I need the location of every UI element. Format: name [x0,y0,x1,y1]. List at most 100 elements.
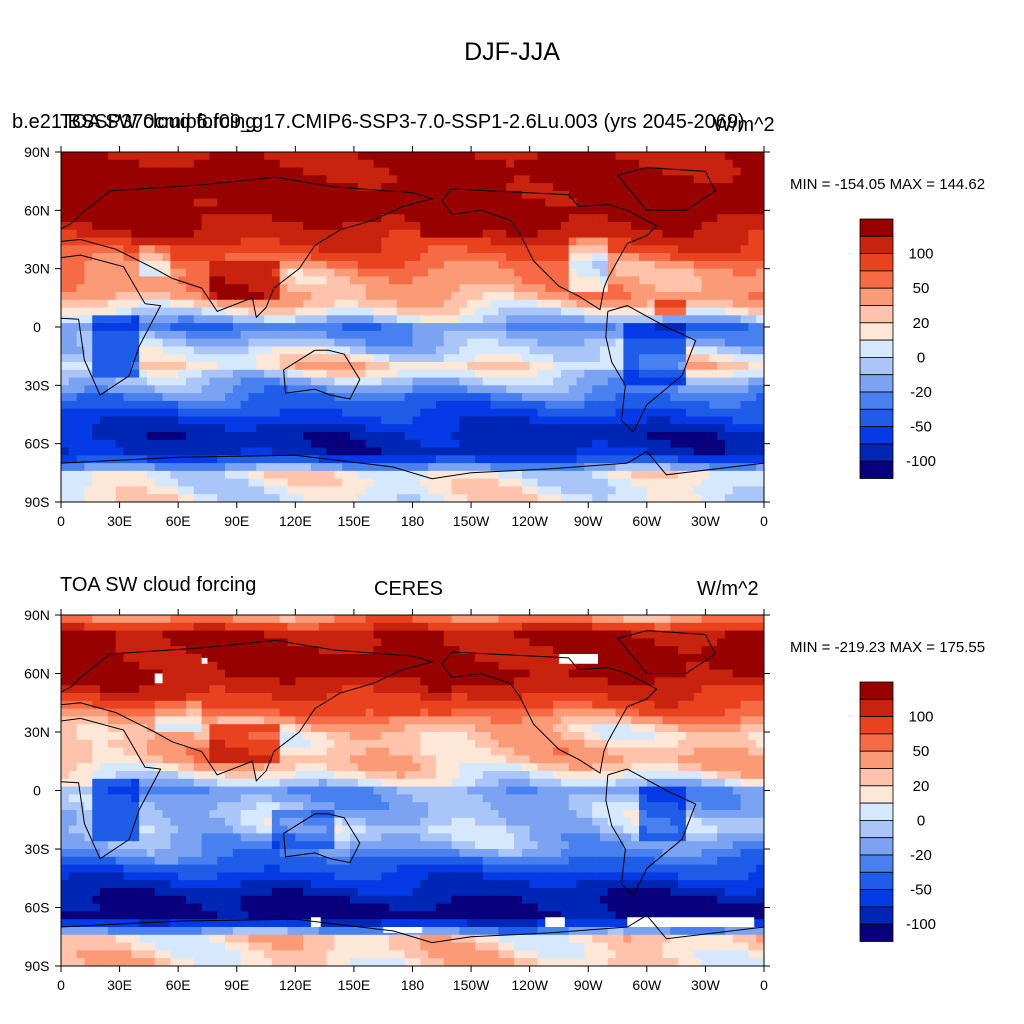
contour-cell [225,486,234,495]
contour-cell [732,354,742,363]
contour-cell [68,661,78,671]
contour-cell [232,260,242,270]
contour-cell [170,159,179,169]
contour-cell [717,385,726,394]
contour-cell [162,478,171,488]
contour-cell [295,447,304,456]
colorbar-box [859,408,894,427]
contour-cell [365,408,375,418]
contour-cell [607,654,617,663]
contour-cell [514,245,523,254]
contour-cell [326,486,335,495]
contour-cell [193,377,203,386]
contour-cell [685,669,695,678]
contour-cell [568,646,578,655]
contour-cell [506,222,515,231]
panel1-center-title: b.e21.BSSP370cmip6.f09_g17.CMIP6-SSP3-7.… [12,111,745,133]
contour-cell [295,416,304,425]
contour-cell [209,346,218,355]
contour-cell [326,253,335,262]
contour-cell [639,669,648,678]
contour-cell [240,630,250,639]
contour-cell [748,330,757,340]
coastline [616,167,716,211]
contour-cell [631,486,640,495]
contour-cell [717,237,726,246]
contour-cell [271,416,281,425]
contour-cell [68,245,78,254]
contour-cell [451,654,460,663]
contour-cell [248,323,257,332]
contour-cell [107,385,117,394]
contour-cell [654,463,664,472]
contour-cell [123,175,132,184]
contour-cell [334,315,343,324]
contour-cell [435,369,445,379]
contour-cell [115,661,125,671]
contour-cell [139,630,148,639]
contour-cell [84,206,93,215]
contour-cell [342,245,351,254]
contour-cell [123,424,132,433]
contour-cell [256,237,265,246]
contour-cell [123,222,132,231]
contour-cell [724,346,734,355]
contour-cell [225,237,234,246]
contour-cell [576,638,585,647]
contour-cell [357,385,367,394]
contour-cell [428,338,437,348]
contour-cell [537,470,546,480]
contour-cell [115,615,125,624]
contour-cell [584,615,593,624]
contour-cell [115,229,125,239]
contour-cell [490,646,500,655]
contour-cell [271,385,281,394]
contour-cell [131,615,140,624]
contour-cell [678,362,687,371]
contour-cell [498,323,507,332]
contour-cell [240,486,250,495]
contour-cell [490,222,500,231]
contour-cell [287,260,296,270]
contour-cell [193,206,203,215]
contour-cell [709,260,718,270]
contour-cell [365,190,375,200]
contour-cell [482,646,492,655]
contour-cell [756,190,764,200]
contour-cell [178,198,187,208]
contour-cell [576,315,585,324]
contour-cell [529,470,539,480]
contour-cell [615,276,624,285]
contour-cell [170,315,179,324]
contour-cell [553,299,562,309]
contour-cell [412,486,421,495]
contour-cell [537,622,546,632]
contour-cell [310,237,320,246]
contour-cell [732,214,742,223]
contour-cell [68,486,78,495]
contour-cell [521,677,531,686]
contour-cell [295,152,304,161]
contour-cell [568,424,578,433]
contour-cell [732,222,742,231]
contour-cell [467,323,476,332]
contour-cell [584,646,593,655]
contour-cell [310,630,320,639]
contour-cell [350,393,359,402]
contour-cell [365,346,375,355]
contour-cell [271,183,281,192]
contour-cell [474,385,484,394]
contour-cell [61,284,70,293]
contour-cell [170,167,179,176]
contour-cell [146,494,156,502]
contour-cell [490,276,500,285]
contour-cell [717,432,726,441]
contour-cell [396,354,406,363]
panel2-units: W/m^2 [697,578,759,600]
contour-cell [193,214,203,223]
contour-cell [482,354,492,363]
contour-cell [170,432,179,441]
contour-cell [131,622,140,632]
contour-cell [740,237,749,246]
contour-cell [287,323,296,332]
